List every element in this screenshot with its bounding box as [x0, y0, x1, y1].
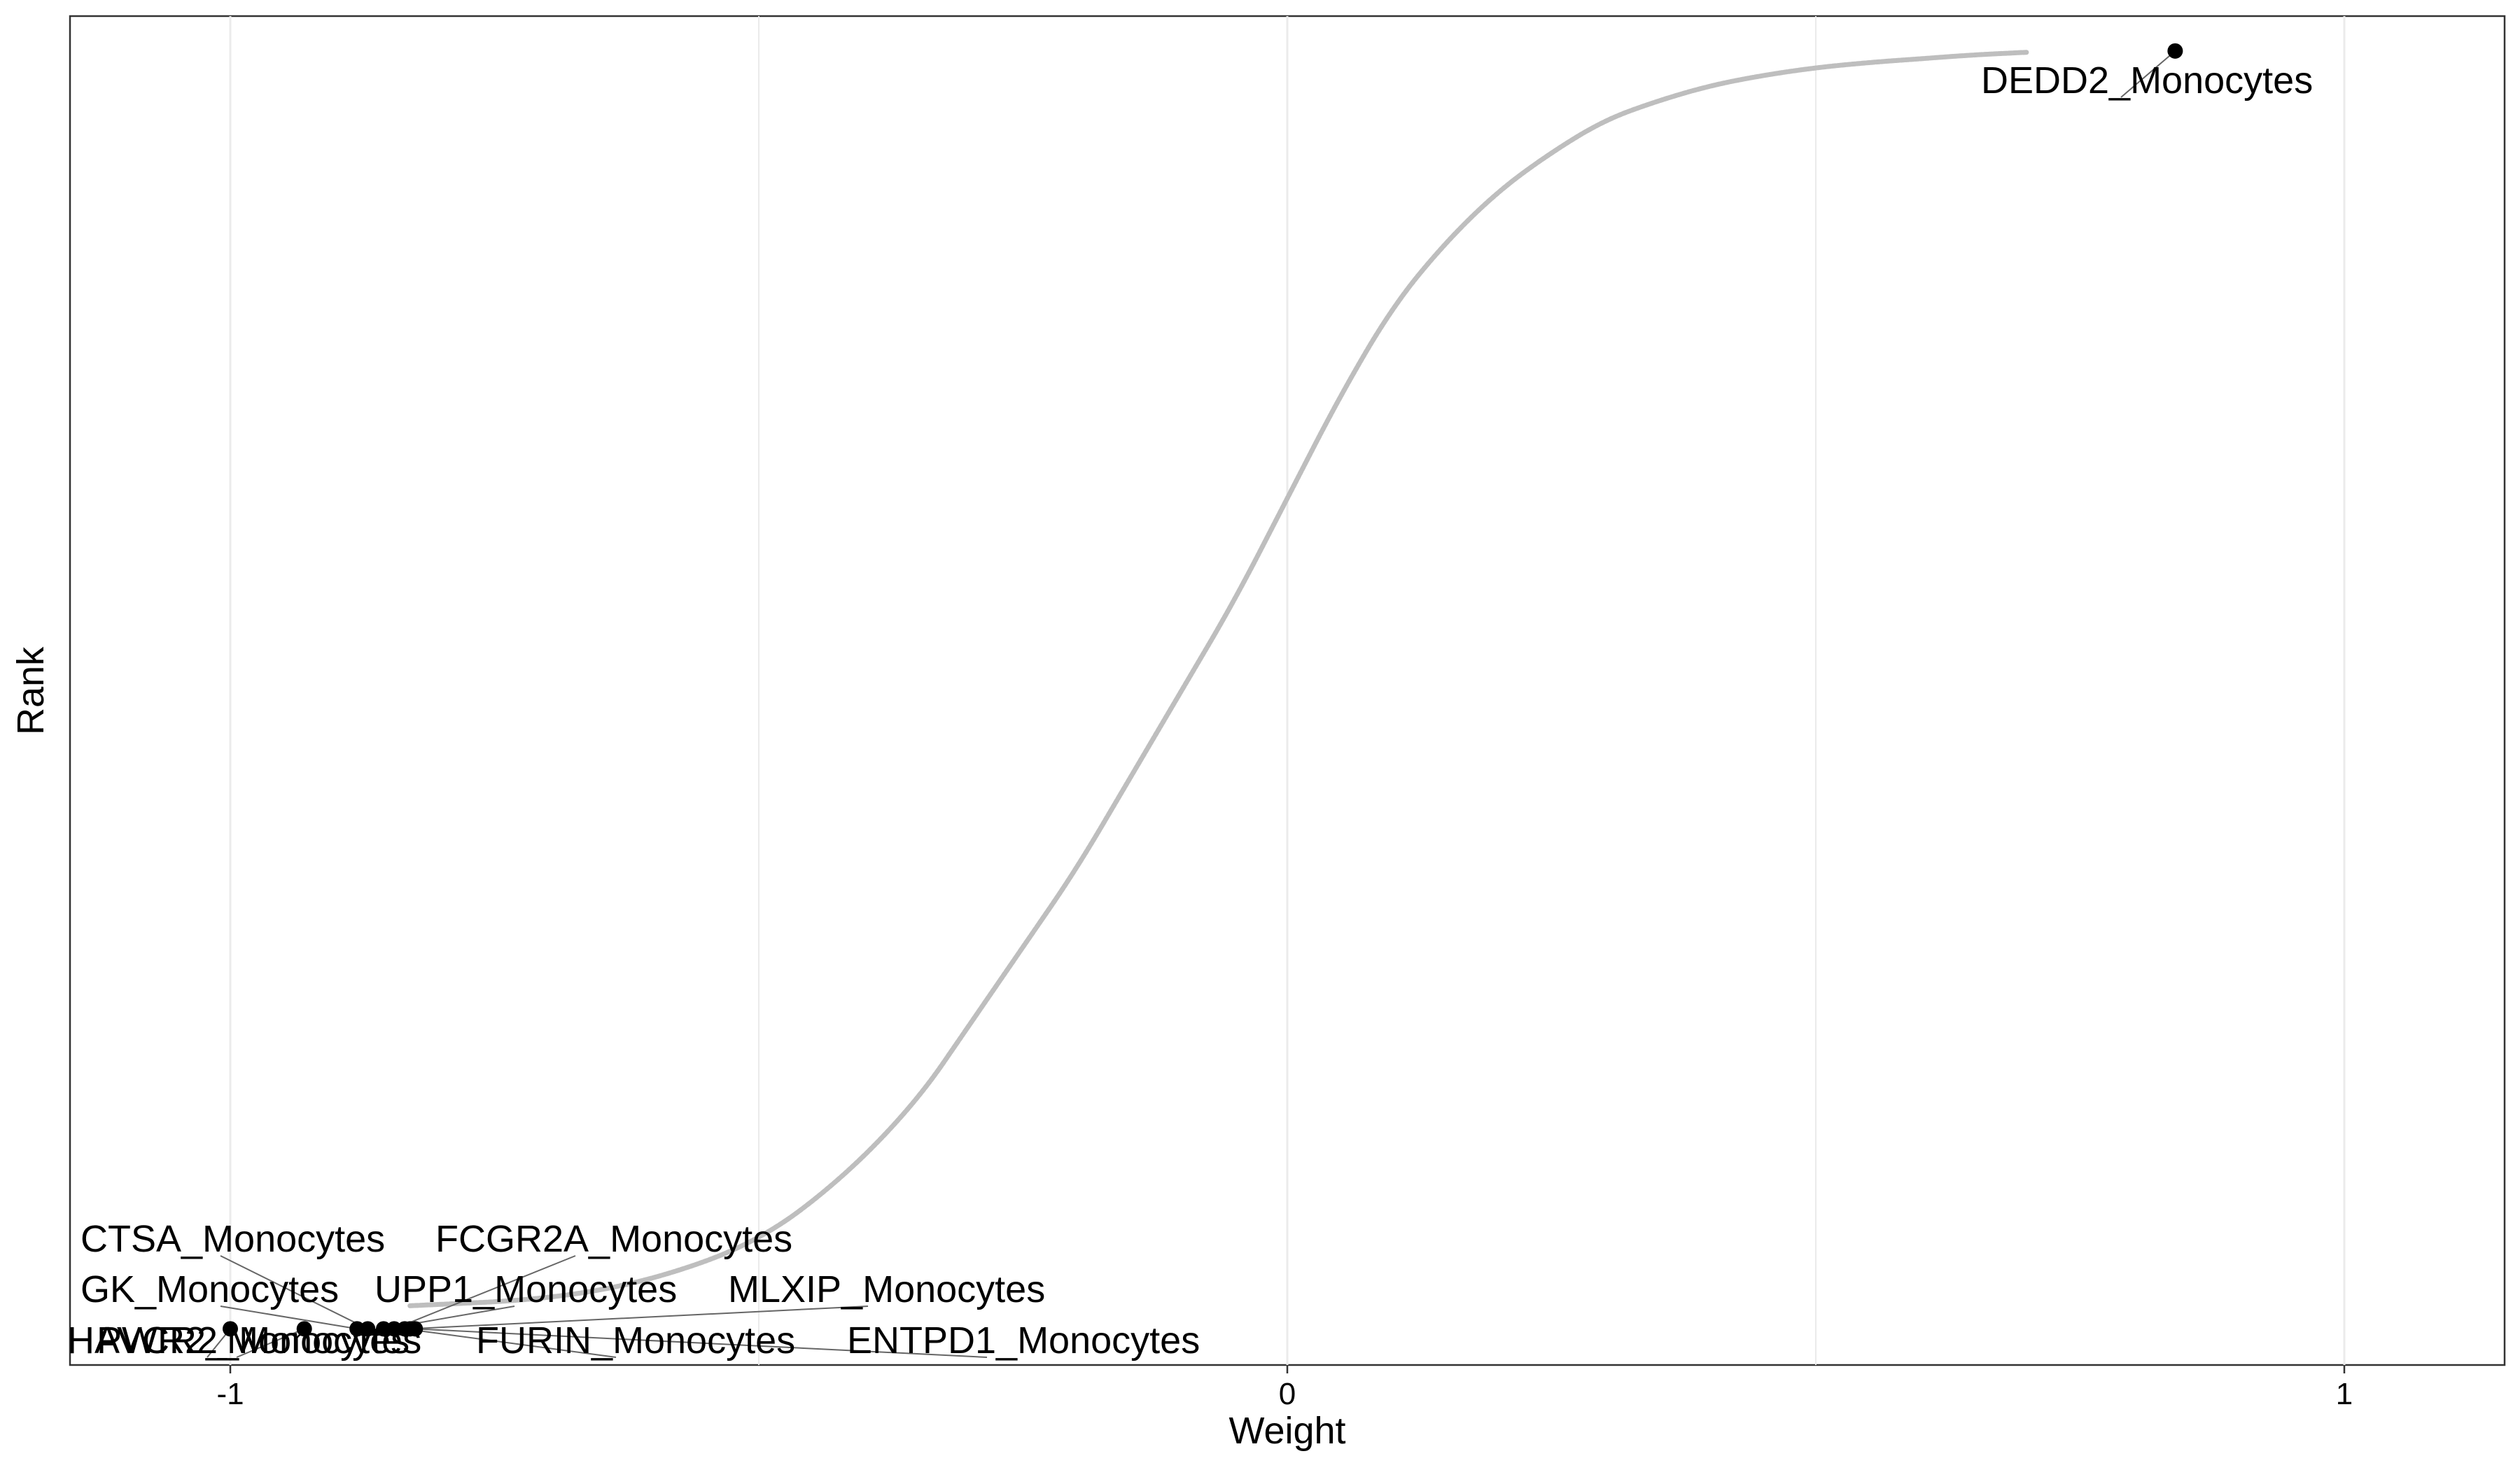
label-leader-line	[393, 1255, 576, 1330]
point-label: FCGR2A_Monocytes	[435, 1218, 792, 1260]
label-leader-line	[220, 1255, 368, 1330]
x-axis-label: Weight	[1228, 1410, 1345, 1452]
x-tick-label: 1	[2336, 1377, 2353, 1411]
highlight-point	[407, 1321, 424, 1337]
x-tick-label: -1	[216, 1377, 244, 1411]
point-label: UPP1_Monocytes	[374, 1268, 677, 1310]
label-leader-line	[410, 1306, 869, 1330]
rank-curve	[407, 50, 2030, 1308]
highlight-point	[386, 1321, 402, 1337]
label-leader-line	[405, 1328, 617, 1358]
point-label: DEDD2_Monocytes	[1981, 59, 2313, 102]
highlight-point	[360, 1321, 376, 1337]
rank-curve-line	[407, 50, 2030, 1308]
x-axis-ticks: -1 0 1	[216, 1365, 2353, 1411]
highlight-point	[296, 1321, 312, 1337]
point-labels: DEDD2_Monocytes HAVCR2_MonocytesPWR2_Mono…	[67, 59, 2313, 1362]
gridlines	[229, 16, 2346, 1365]
point-label: GK_Monocytes	[80, 1268, 339, 1310]
highlight-point	[349, 1321, 365, 1337]
label-leaders	[206, 50, 2176, 1358]
highlight-point	[375, 1321, 391, 1337]
y-axis-label: Rank	[10, 646, 52, 735]
x-tick-label: 0	[1279, 1377, 1296, 1411]
point-label: FURIN_Monocytes	[476, 1320, 795, 1362]
label-leader-line	[220, 1306, 358, 1330]
point-label: CTSA_Monocytes	[80, 1218, 385, 1260]
point-label: ENTPD1_Monocytes	[847, 1320, 1200, 1362]
point-label: MLXIP_Monocytes	[728, 1268, 1045, 1310]
label-leader-line	[2120, 50, 2176, 98]
point-label: HAVCR2_Monocytes	[67, 1320, 421, 1362]
highlight-point	[223, 1321, 238, 1337]
label-leader-line	[415, 1328, 988, 1358]
highlight-point	[2167, 43, 2183, 59]
point-label: PWR2_Monocytes	[97, 1320, 410, 1362]
highlight-points	[223, 43, 2183, 1337]
label-leader-line	[236, 1328, 305, 1358]
